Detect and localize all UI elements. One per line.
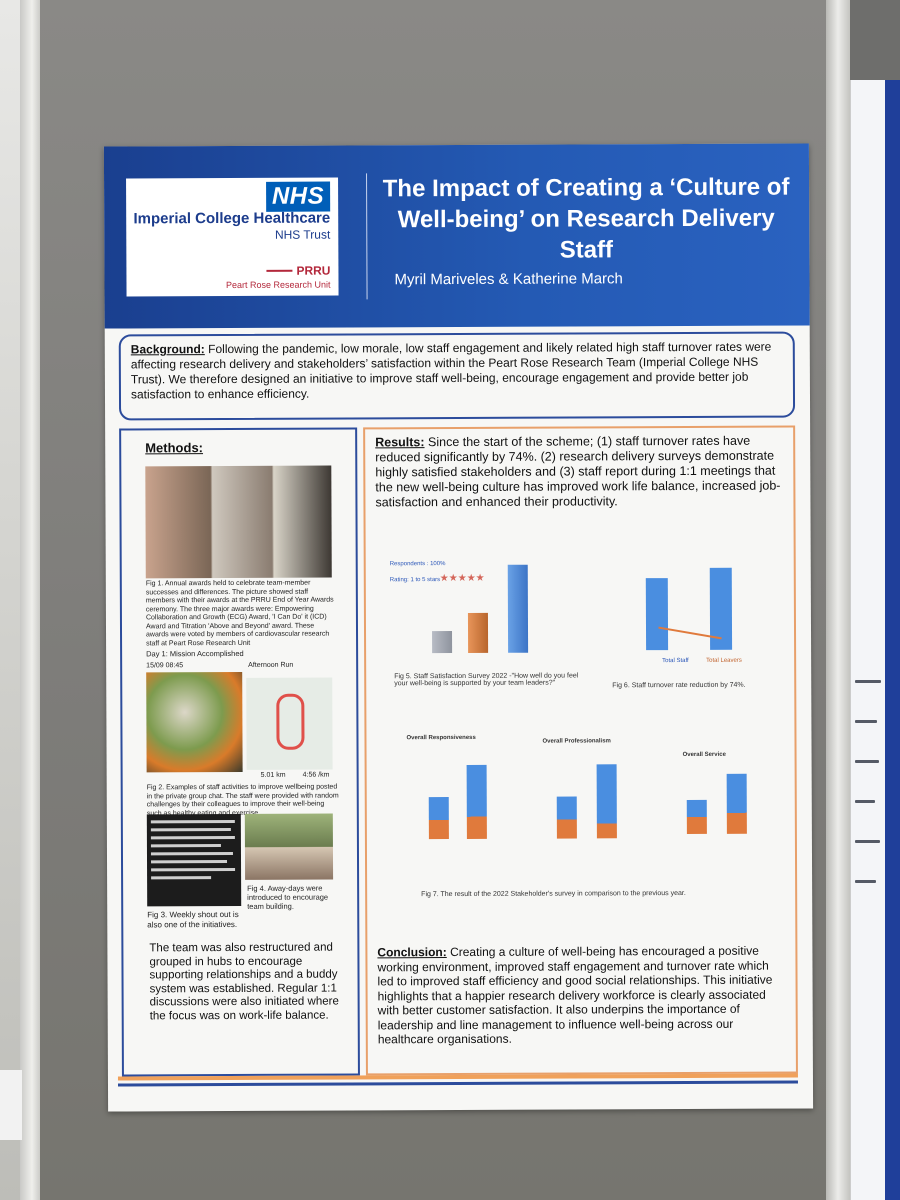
- legend-total-leavers: Total Leavers: [706, 657, 742, 664]
- results-section: Results: Since the start of the scheme; …: [363, 425, 798, 1076]
- distance-value: 5.01 km: [260, 771, 286, 779]
- prru-label: PRRU: [296, 263, 331, 278]
- time-label: 15/09 08:45: [146, 662, 184, 670]
- professionalism-2022-bar: [596, 764, 617, 839]
- results-text: Results: Since the start of the scheme; …: [375, 434, 785, 511]
- nhs-badge: NHS: [265, 181, 331, 212]
- chart-title-responsiveness: Overall Responsiveness: [406, 734, 476, 742]
- board-label-tag: [0, 1070, 22, 1140]
- nhs-logo: NHS Imperial College Healthcare NHS Trus…: [126, 177, 339, 297]
- conclusion-label: Conclusion:: [377, 945, 447, 960]
- bar-rating-3: [432, 631, 453, 654]
- responsiveness-2022-bar: [466, 764, 487, 839]
- results-label: Results:: [375, 435, 425, 450]
- board-frame-right: [826, 0, 850, 1200]
- awards-photo: [145, 465, 332, 579]
- fig5-caption: Fig 5. Staff Satisfaction Survey 2022 -"…: [394, 672, 579, 688]
- star-rating: ★★★★★: [439, 572, 485, 585]
- healthy-food-photo: [146, 671, 243, 773]
- trust-name: Imperial College Healthcare: [133, 209, 331, 228]
- unit-name: Peart Rose Research Unit: [225, 279, 331, 291]
- bar-total-staff-2021: [645, 578, 669, 651]
- chart-title-professionalism: Overall Professionalism: [542, 738, 611, 745]
- fig7-caption: Fig 7. The result of the 2022 Stakeholde…: [421, 890, 686, 899]
- responsiveness-2021-bar: [428, 797, 449, 840]
- heartbeat-icon: [266, 269, 293, 272]
- bar-rating-4: [467, 612, 489, 653]
- respondents-label: Respondents : 100%: [389, 561, 446, 568]
- rating-label: Rating: 1 to 5 stars: [389, 577, 441, 584]
- trust-subtitle: NHS Trust: [274, 227, 331, 242]
- neighbor-poster-right: [850, 80, 900, 1200]
- fig1-caption: Fig 1. Annual awards held to celebrate t…: [145, 579, 334, 647]
- chart-title-service: Overall Service: [682, 751, 726, 759]
- results-body: Since the start of the scheme; (1) staff…: [375, 433, 781, 510]
- run-map-photo: [246, 677, 333, 770]
- background-text: Following the pandemic, low morale, low …: [130, 339, 772, 402]
- research-poster: NHS Imperial College Healthcare NHS Trus…: [103, 143, 814, 1112]
- methods-footer-text: The team was also restructured and group…: [149, 941, 339, 1022]
- professionalism-2021-bar: [556, 796, 577, 839]
- away-day-photo: [244, 813, 334, 880]
- fig6-caption: Fig 6. Staff turnover rate reduction by …: [612, 681, 746, 690]
- pace-value: 4:56 /km: [302, 771, 330, 779]
- background-section: Background: Following the pandemic, low …: [118, 331, 796, 421]
- methods-section: Methods: Fig 1. Annual awards held to ce…: [119, 427, 360, 1077]
- service-2022-bar: [726, 773, 747, 834]
- poster-title: The Impact of Creating a ‘Culture of Wel…: [382, 173, 790, 264]
- poster-authors: Myril Mariveles & Katherine March: [394, 270, 623, 289]
- fig3-caption: Fig 3. Weekly shout out is also one of t…: [147, 909, 239, 929]
- poster-header: NHS Imperial College Healthcare NHS Trus…: [103, 143, 810, 329]
- fig4-caption: Fig 4. Away-days were introduced to enco…: [247, 883, 329, 911]
- legend-total-staff: Total Staff: [662, 657, 689, 665]
- service-2021-bar: [686, 799, 707, 835]
- methods-heading: Methods:: [145, 440, 204, 456]
- background-label: Background:: [130, 342, 205, 357]
- neighbor-poster-left: [0, 0, 20, 1200]
- shout-out-screenshot: [146, 813, 242, 907]
- day-label: Day 1: Mission Accomplished: [146, 648, 244, 659]
- header-divider: [366, 173, 368, 300]
- bar-rating-5: [507, 564, 529, 653]
- run-label: Afternoon Run: [248, 661, 294, 669]
- conclusion-text: Conclusion: Creating a culture of well-b…: [377, 944, 787, 1047]
- footer-stripes: [117, 1073, 798, 1091]
- conclusion-body: Creating a culture of well-being has enc…: [377, 943, 773, 1047]
